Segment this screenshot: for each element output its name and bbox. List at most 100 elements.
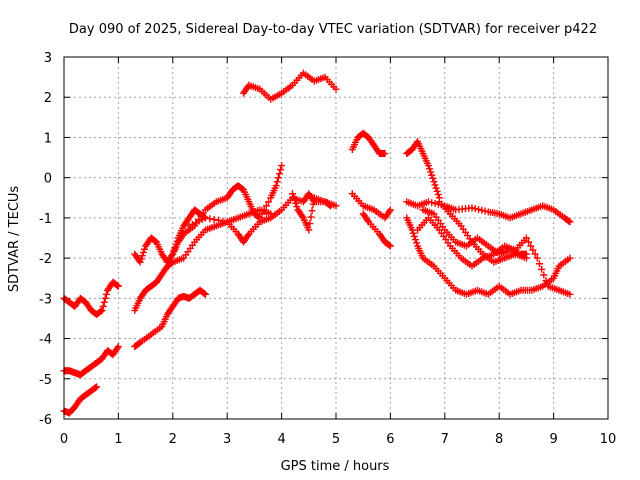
data-point (529, 246, 537, 254)
data-point (275, 170, 283, 178)
data-point (141, 245, 149, 253)
data-point (429, 174, 437, 182)
data-point (93, 383, 101, 391)
x-tick-label: 9 (549, 432, 557, 447)
data-point (137, 255, 145, 263)
data-point (114, 282, 122, 290)
data-point (198, 215, 206, 223)
data-point (274, 174, 282, 182)
data-point (179, 232, 187, 240)
data-point (98, 306, 106, 314)
y-tick-label: -5 (39, 373, 52, 388)
x-tick-label: 5 (332, 432, 340, 447)
data-point (138, 252, 146, 260)
y-tick-label: 0 (44, 172, 52, 187)
data-point (428, 199, 436, 207)
data-point (531, 250, 539, 258)
x-tick-label: 7 (441, 432, 449, 447)
x-tick-label: 10 (600, 432, 617, 447)
data-point (185, 222, 193, 230)
data-point (262, 202, 270, 210)
data-point (527, 242, 535, 250)
data-point (410, 232, 418, 240)
data-point (426, 165, 434, 173)
data-point (255, 213, 263, 221)
data-point (92, 384, 100, 392)
series-track-s (435, 198, 530, 266)
data-point (188, 220, 196, 228)
x-tick-label: 8 (495, 432, 503, 447)
series-track-p (403, 214, 574, 298)
data-point (566, 290, 574, 298)
data-point (292, 199, 300, 207)
data-point (478, 206, 486, 214)
data-point (471, 205, 479, 213)
y-tick-label: -3 (39, 292, 52, 307)
x-tick-label: 0 (60, 432, 68, 447)
data-point (291, 196, 299, 204)
data-point (364, 216, 372, 224)
data-point (306, 220, 314, 228)
data-point (258, 210, 266, 218)
data-point (385, 241, 393, 249)
data-point (113, 344, 121, 352)
series-track-c (60, 383, 101, 417)
data-point (206, 215, 214, 223)
data-point (136, 258, 144, 266)
y-axis-label: SDTVAR / TECUs (7, 186, 22, 293)
data-point (97, 307, 105, 315)
data-point (195, 217, 203, 225)
data-point (192, 219, 200, 227)
series-track-n (403, 137, 443, 202)
data-point (522, 254, 530, 262)
data-point (566, 254, 574, 262)
y-tick-label: -1 (39, 212, 52, 227)
series-track-l (348, 190, 394, 222)
data-point (201, 214, 209, 222)
data-point (100, 298, 108, 306)
data-point (409, 229, 417, 237)
y-tick-label: 3 (44, 51, 52, 66)
series-track-f (131, 206, 209, 266)
data-point (542, 277, 550, 285)
data-point (325, 201, 333, 209)
data-point (200, 290, 208, 298)
data-point (244, 232, 252, 240)
data-point (278, 162, 286, 170)
data-point (424, 198, 432, 206)
data-point (475, 205, 483, 213)
data-point (113, 281, 121, 289)
x-tick-label: 4 (277, 432, 285, 447)
data-point (433, 187, 441, 195)
data-point (327, 202, 335, 210)
y-tick-label: 1 (44, 131, 52, 146)
data-point (139, 248, 147, 256)
data-point (413, 239, 421, 247)
x-tick-label: 3 (223, 432, 231, 447)
data-point (525, 238, 533, 246)
data-point (522, 234, 530, 242)
data-point (260, 206, 268, 214)
data-point (386, 242, 394, 250)
series-track-r (419, 206, 530, 258)
data-point (533, 254, 541, 262)
series-track-d (131, 286, 209, 351)
data-point (101, 294, 109, 302)
x-tick-label: 1 (114, 432, 122, 447)
y-tick-label: -4 (39, 333, 52, 348)
plot-frame (63, 56, 609, 420)
series-layer (60, 69, 574, 417)
data-point (481, 207, 489, 215)
data-point (273, 178, 281, 186)
series-track-i (240, 69, 340, 103)
data-point (432, 184, 440, 192)
data-point (114, 343, 122, 351)
series-track-k (348, 129, 389, 158)
data-point (428, 171, 436, 179)
x-tick-label: 2 (169, 432, 177, 447)
data-point (566, 218, 574, 226)
series-track-g (169, 162, 286, 258)
y-tick-label: -2 (39, 252, 52, 267)
data-point (307, 213, 315, 221)
